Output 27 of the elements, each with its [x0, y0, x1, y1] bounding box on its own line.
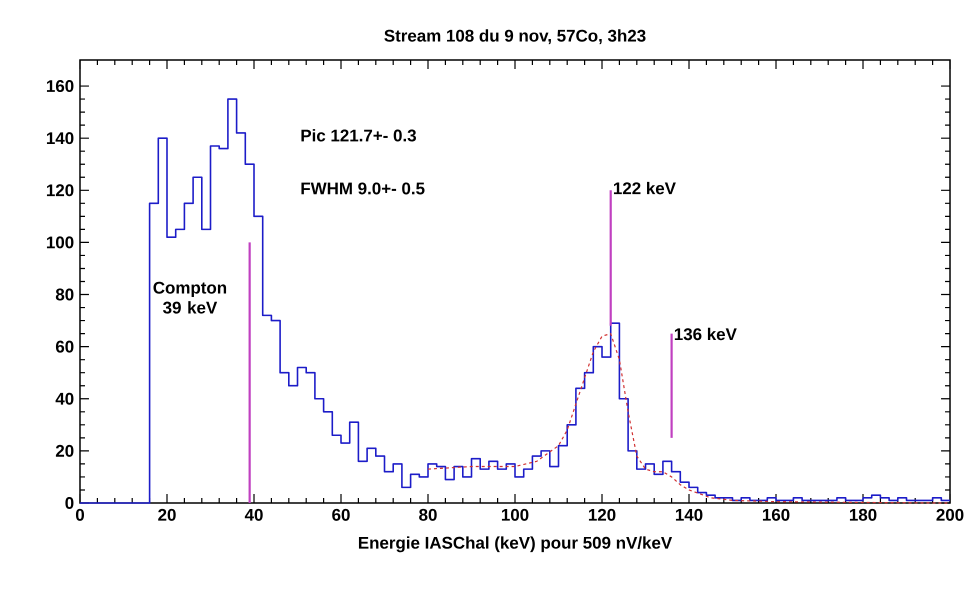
x-tick-label: 100: [502, 508, 528, 521]
y-tick-label: 80: [56, 288, 74, 301]
x-tick-label: 120: [588, 508, 616, 521]
x-tick-label: 20: [158, 508, 176, 521]
chart-title: Stream 108 du 9 nov, 57Co, 3h23: [384, 29, 646, 44]
x-tick-label: 200: [936, 508, 964, 521]
x-tick-label: 60: [332, 508, 350, 521]
x-axis-title: Energie IASChal (keV) pour 509 nV/keV: [358, 536, 672, 552]
y-tick-label: 120: [46, 184, 74, 196]
x-tick-label: 80: [419, 508, 437, 521]
x-tick-label: 40: [244, 508, 263, 521]
x-tick-label: 160: [762, 508, 790, 521]
y-tick-label: 20: [56, 444, 74, 457]
y-tick-label: 100: [46, 236, 74, 248]
y-tick-label: 160: [46, 80, 74, 92]
annotation: 122 keV: [614, 182, 676, 194]
y-tick-label: 40: [56, 392, 74, 405]
x-tick-label: 140: [676, 508, 702, 521]
annotation: FWHM 9.0+- 0.5: [301, 182, 425, 194]
y-tick-label: 140: [46, 132, 74, 144]
x-tick-label: 180: [850, 508, 876, 521]
annotation: Pic 121.7+- 0.3: [301, 129, 416, 142]
y-tick-label: 60: [56, 340, 74, 353]
y-tick-label: 0: [65, 497, 74, 509]
x-tick-label: 0: [76, 508, 84, 521]
annotation: 136 keV: [674, 328, 737, 340]
annotation: Compton 39 keV: [153, 282, 226, 314]
